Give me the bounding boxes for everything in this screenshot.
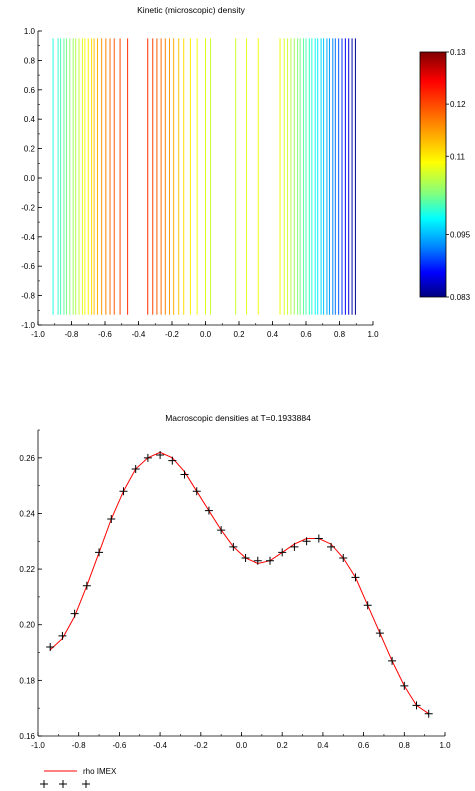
density-x-tick-label: 0.6 xyxy=(358,741,370,750)
colorbar-tick-label: 0.11 xyxy=(450,152,466,161)
density-y-tick-label: 0.16 xyxy=(19,732,35,741)
contour-y-tick-label: 0.2 xyxy=(24,145,36,154)
density-marker xyxy=(95,548,104,557)
density-marker xyxy=(192,487,201,496)
density-marker xyxy=(143,453,152,462)
density-x-tick-label: 1.0 xyxy=(439,741,451,750)
density-chart: Macroscopic densities at T=0.1933884 -1.… xyxy=(19,413,451,750)
density-marker xyxy=(70,609,79,618)
density-marker xyxy=(351,573,360,582)
density-marker xyxy=(131,464,140,473)
density-y-tick-label: 0.24 xyxy=(19,509,35,518)
density-x-tick-label: 0.8 xyxy=(399,741,411,750)
contour-x-tick-label: -0.4 xyxy=(132,330,146,339)
density-marker xyxy=(168,456,177,465)
density-marker xyxy=(229,542,238,551)
contour-chart: Kinetic (microscopic) density -1.0 -0.8 -0… xyxy=(21,5,379,339)
contour-y-tick-label: -0.8 xyxy=(21,292,35,301)
density-marker xyxy=(400,681,409,690)
colorbar-tick-label: 0.083 xyxy=(450,293,471,302)
density-marker xyxy=(339,553,348,562)
density-y-tick-label: 0.18 xyxy=(19,676,35,685)
contour-x-tick-label: 1.0 xyxy=(367,330,379,339)
density-marker xyxy=(241,553,250,562)
contour-y-tick-label: -1.0 xyxy=(21,321,35,330)
density-x-tick-label: -1.0 xyxy=(31,741,45,750)
density-marker xyxy=(278,548,287,557)
colorbar-ticks: 0.13 0.12 0.11 0.095 0.083 xyxy=(446,48,471,302)
density-x-tick-label: 0.2 xyxy=(277,741,289,750)
contour-x-tick-label: -0.8 xyxy=(65,330,79,339)
contour-chart-title: Kinetic (microscopic) density xyxy=(137,5,245,15)
contour-y-tick-label: -0.4 xyxy=(21,233,35,242)
colorbar-tick-label: 0.12 xyxy=(450,100,466,109)
contour-x-tick-label: 0.6 xyxy=(300,330,312,339)
legend-marker-swatch xyxy=(40,780,90,788)
density-x-tick-label: -0.4 xyxy=(153,741,167,750)
density-y-tick-label: 0.22 xyxy=(19,565,35,574)
contour-y-tick-label: 0.6 xyxy=(24,86,36,95)
contour-x-tick-label: -0.2 xyxy=(165,330,179,339)
contour-x-tick-label: 0.2 xyxy=(233,330,245,339)
density-marker xyxy=(265,556,274,565)
density-marker xyxy=(217,526,226,535)
contour-y-tick-label: -0.2 xyxy=(21,203,35,212)
rho-imex-line xyxy=(49,451,429,715)
contour-y-tick-label: 0.4 xyxy=(24,115,36,124)
contour-y-tick-label: 1.0 xyxy=(24,27,36,36)
density-marker xyxy=(119,487,128,496)
contour-y-tick-label: 0.8 xyxy=(24,56,36,65)
density-marker xyxy=(46,642,55,651)
colorbar-gradient xyxy=(419,51,447,298)
density-marker xyxy=(156,451,165,460)
density-x-tick-label: 0.0 xyxy=(236,741,248,750)
density-y-tick-label: 0.26 xyxy=(19,454,35,463)
contour-x-tick-label: 0.4 xyxy=(267,330,279,339)
contour-x-tick-label: -0.6 xyxy=(98,330,112,339)
density-marker xyxy=(58,631,67,640)
contour-y-tick-label: -0.6 xyxy=(21,262,35,271)
contour-x-tick-label: 0.8 xyxy=(334,330,346,339)
density-marker xyxy=(388,656,397,665)
density-y-tick-label: 0.20 xyxy=(19,621,35,630)
colorbar: 0.13 0.12 0.11 0.095 0.083 xyxy=(419,48,471,302)
density-x-tick-label: 0.4 xyxy=(317,741,329,750)
density-marker xyxy=(290,542,299,551)
legend: rho IMEX xyxy=(40,767,117,788)
density-marker xyxy=(107,515,116,524)
density-x-tick-label: -0.6 xyxy=(113,741,127,750)
contour-x-tick-label: 0.0 xyxy=(200,330,212,339)
density-marker xyxy=(375,629,384,638)
density-marker xyxy=(363,601,372,610)
density-marker xyxy=(327,542,336,551)
contour-axes: -1.0 -0.8 -0.6 -0.4 -0.2 0.0 0.2 0.4 0.6 0.8 1.0 -1… xyxy=(21,27,379,339)
density-marker xyxy=(302,537,311,546)
contour-y-tick-label: 0.0 xyxy=(24,174,36,183)
colorbar-tick-label: 0.095 xyxy=(450,230,471,239)
colorbar-tick-label: 0.13 xyxy=(450,48,466,57)
density-x-tick-label: -0.8 xyxy=(72,741,86,750)
density-marker xyxy=(412,701,421,710)
density-marker xyxy=(82,581,91,590)
density-marker xyxy=(204,506,213,515)
density-axes: -1.0 -0.8 -0.6 -0.4 -0.2 0.0 0.2 0.4 0.6 0.8 1.0 0.… xyxy=(19,429,451,750)
density-x-tick-label: -0.2 xyxy=(194,741,208,750)
contour-lines xyxy=(52,38,356,315)
density-chart-title: Macroscopic densities at T=0.1933884 xyxy=(165,413,311,423)
density-marker xyxy=(424,709,433,718)
density-marker xyxy=(180,470,189,479)
density-markers xyxy=(46,451,433,718)
contour-x-tick-label: -1.0 xyxy=(31,330,45,339)
density-marker xyxy=(314,534,323,543)
legend-label-rho-imex: rho IMEX xyxy=(83,767,117,776)
density-marker xyxy=(253,556,262,565)
